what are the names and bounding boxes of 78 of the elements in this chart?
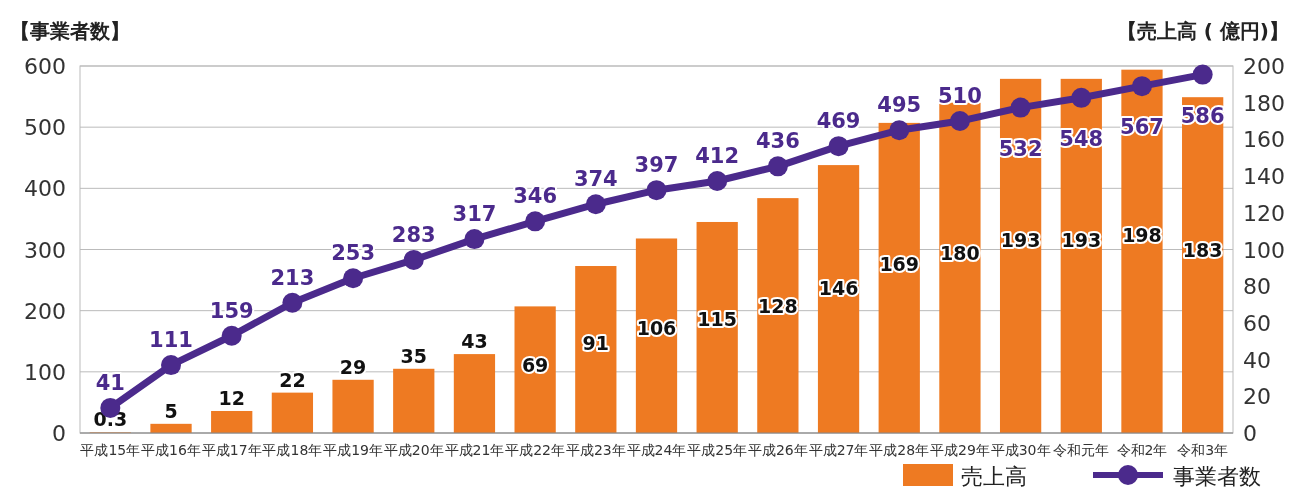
x-tick-label: 平成30年 <box>990 442 1051 458</box>
data-label: 106 <box>636 317 677 340</box>
x-tick-label: 平成18年 <box>262 442 323 458</box>
y-tick-label: 0 <box>52 421 66 446</box>
data-label: 43 <box>461 330 488 353</box>
y-axis-title: 【事業者数】 <box>10 19 130 43</box>
data-label: 183 <box>1182 239 1223 262</box>
legend-label: 売上高 <box>961 464 1027 489</box>
y2-tick-label: 40 <box>1243 347 1271 373</box>
x-tick-label: 令和元年 <box>1053 442 1110 458</box>
y2-tick-label: 20 <box>1243 384 1271 410</box>
x-tick-label: 平成21年 <box>444 442 505 458</box>
data-label: 317 <box>452 202 497 227</box>
data-label: 159 <box>209 298 254 323</box>
data-label: 532 <box>998 136 1043 161</box>
data-label: 35 <box>400 344 427 367</box>
data-label: 115 <box>697 307 738 330</box>
data-label: 0.3 <box>93 408 128 431</box>
data-label: 213 <box>270 265 315 290</box>
y2-tick-label: 180 <box>1243 90 1285 116</box>
x-tick-label: 平成28年 <box>869 442 930 458</box>
data-label: 41 <box>95 370 125 395</box>
x-tick-label: 平成15年 <box>80 442 141 458</box>
x-tick-label: 平成24年 <box>626 442 687 458</box>
x-tick-label: 平成16年 <box>141 442 201 458</box>
data-label: 193 <box>1061 229 1102 252</box>
x-tick-label: 平成27年 <box>808 442 869 458</box>
data-label: 29 <box>339 355 367 378</box>
x-tick-label: 平成19年 <box>323 442 383 458</box>
data-label: 397 <box>634 153 679 178</box>
x-tick-label: 平成29年 <box>930 442 990 458</box>
data-label: 111 <box>149 328 193 353</box>
data-label: 128 <box>758 294 798 317</box>
y2-tick-label: 120 <box>1243 200 1285 226</box>
data-label: 69 <box>521 354 549 377</box>
y-tick-label: 100 <box>24 359 66 385</box>
data-label: 567 <box>1120 115 1164 140</box>
y-tick-label: 500 <box>24 115 66 141</box>
x-tick-label: 平成25年 <box>687 442 748 458</box>
x-tick-label: 令和3年 <box>1177 442 1229 458</box>
y2-tick-label: 160 <box>1243 127 1285 153</box>
x-tick-label: 平成26年 <box>747 442 808 458</box>
data-label: 253 <box>331 241 375 266</box>
y2-axis-title: 【売上高 ( 億円)】 <box>1116 19 1289 43</box>
x-tick-label: 平成23年 <box>565 442 626 458</box>
y2-tick-label: 200 <box>1243 54 1285 79</box>
y2-tick-label: 100 <box>1243 237 1285 263</box>
data-label: 346 <box>513 184 558 209</box>
x-tick-label: 平成22年 <box>505 442 566 458</box>
x-tick-label: 平成20年 <box>383 442 444 458</box>
data-label: 180 <box>940 242 980 265</box>
x-tick-label: 令和2年 <box>1116 442 1168 458</box>
data-label: 169 <box>879 253 920 276</box>
y2-tick-label: 140 <box>1243 164 1285 190</box>
data-label: 193 <box>1000 229 1041 252</box>
y2-tick-label: 0 <box>1243 421 1257 446</box>
data-label: 436 <box>755 129 800 154</box>
data-label: 469 <box>816 109 861 134</box>
y2-tick-label: 60 <box>1243 310 1271 336</box>
data-label: 548 <box>1059 126 1104 151</box>
y-tick-label: 200 <box>24 298 66 324</box>
data-label: 198 <box>1122 224 1162 247</box>
data-label: 146 <box>818 276 859 299</box>
y2-tick-label: 80 <box>1243 274 1271 300</box>
data-label: 12 <box>218 386 245 409</box>
legend-label: 事業者数 <box>1173 464 1261 489</box>
data-label: 510 <box>938 84 982 109</box>
y-tick-label: 600 <box>24 54 66 79</box>
data-label: 495 <box>877 93 922 118</box>
y-tick-label: 400 <box>24 176 66 202</box>
data-label: 22 <box>279 368 306 391</box>
data-label: 283 <box>391 222 436 247</box>
y-tick-label: 300 <box>24 237 66 263</box>
data-label: 412 <box>695 143 740 168</box>
data-label: 91 <box>582 332 610 355</box>
data-label: 374 <box>573 167 618 192</box>
x-tick-label: 平成17年 <box>201 442 262 458</box>
data-label: 5 <box>164 399 178 422</box>
